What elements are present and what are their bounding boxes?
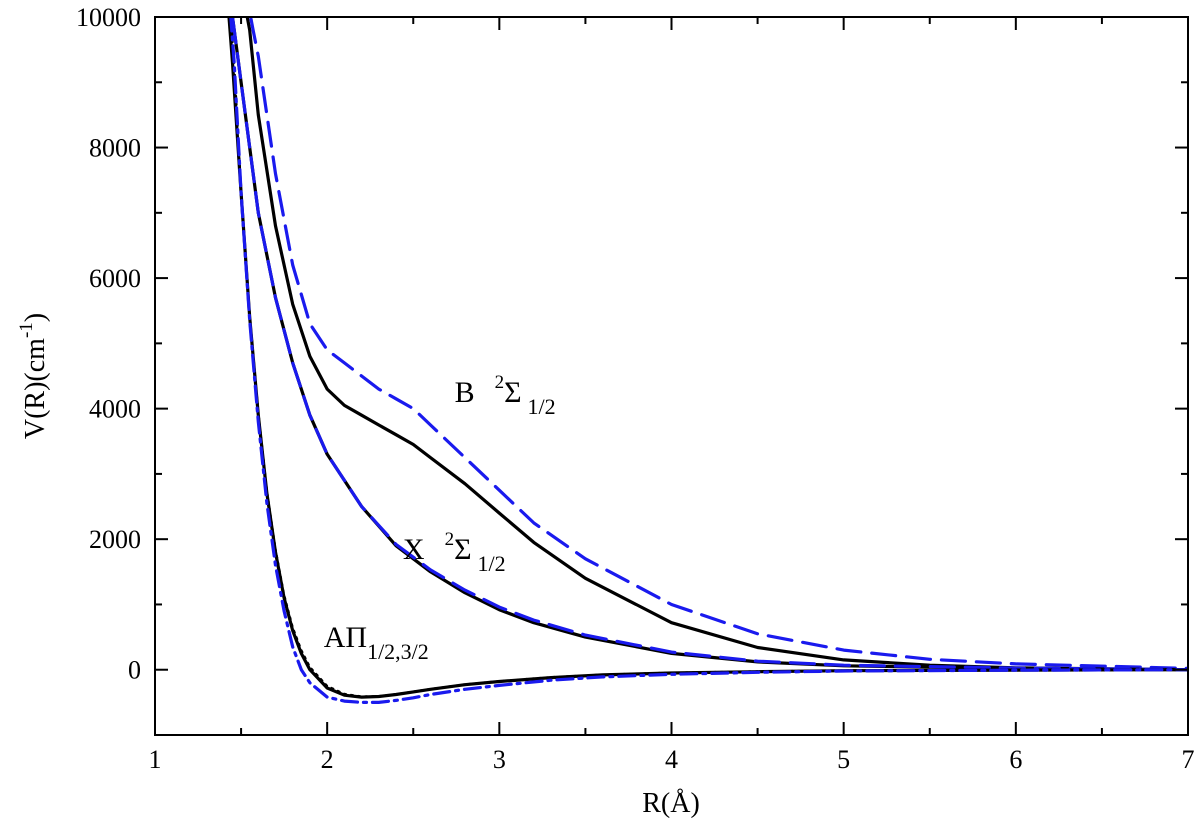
plot-frame [154,16,1189,736]
x-tick-label-6: 6 [1009,745,1022,774]
series-line-2 [249,17,1188,671]
series-line-4 [230,17,1188,672]
series-line-5 [227,17,1188,699]
x-tick-label-7: 7 [1182,745,1195,774]
x-tick-label-4: 4 [665,745,678,774]
y-tick-label-4000: 4000 [89,395,141,424]
ticks-layer: 1 2 3 4 5 6 7 0 2000 4000 6000 8000 10000 [76,3,1195,774]
y-axis-title-close: ) [20,313,51,322]
y-tick-label-10000: 10000 [76,3,141,32]
y-axis-title: V(R)(cm-1) [16,313,51,439]
x-tick-label-2: 2 [321,745,334,774]
x-tick-label-5: 5 [837,745,850,774]
x-tick-label-3: 3 [493,745,506,774]
state-label-AΠ: AΠ1/2,3/2 [324,621,429,664]
state-label-BΣ: B 2Σ 1/2 [455,372,556,419]
state-label-XΣ: X 2Σ 1/2 [403,529,506,576]
y-tick-label-0: 0 [128,656,141,685]
y-axis-title-main: V(R)(cm [20,338,51,439]
y-axis-title-exponent: -1 [16,322,37,338]
series-line-3 [230,17,1188,672]
x-axis-title: R(Å) [642,788,700,819]
series-line-1 [245,17,1188,672]
y-tick-label-2000: 2000 [89,525,141,554]
y-tick-label-8000: 8000 [89,134,141,163]
series-layer [227,17,1188,705]
annotation-layer: B 2Σ 1/2 X 2Σ 1/2 AΠ1/2,3/2 [324,372,556,664]
x-tick-label-1: 1 [149,745,162,774]
y-tick-label-6000: 6000 [89,264,141,293]
series-line-7 [229,17,1188,705]
series-line-6 [229,17,1188,698]
